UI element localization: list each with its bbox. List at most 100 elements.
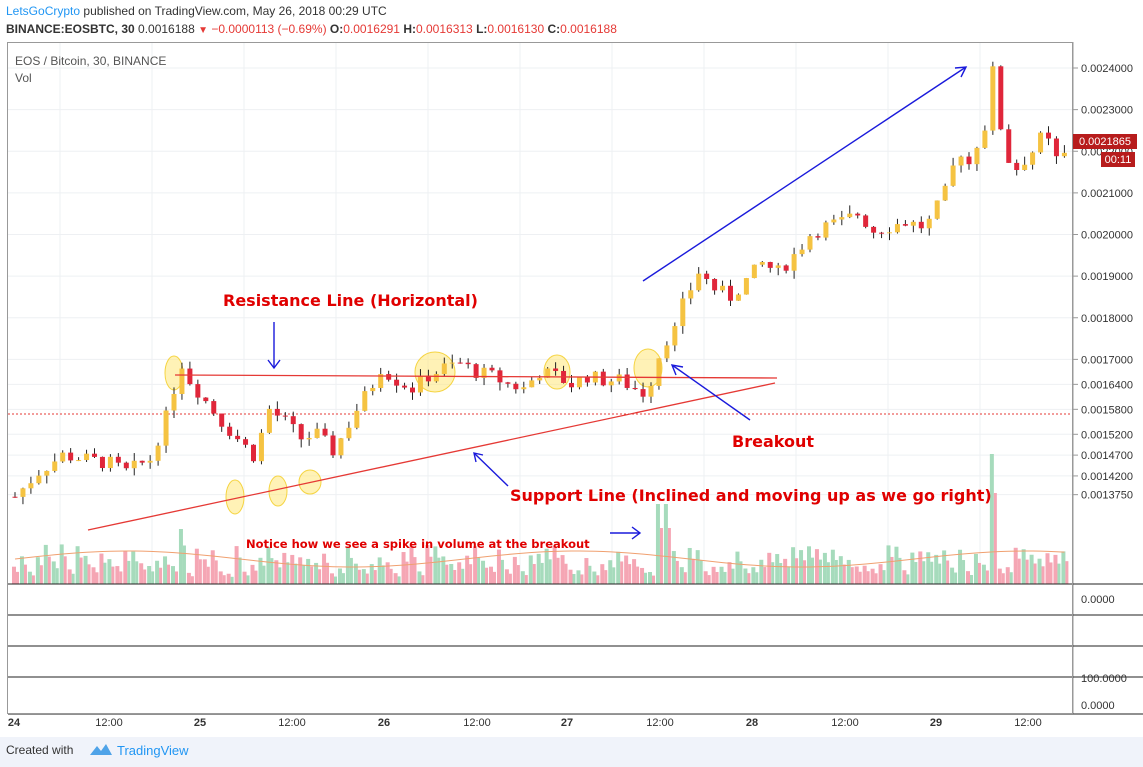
volume-bar [202, 559, 207, 584]
volume-bar [1029, 554, 1034, 584]
resistance-label: Resistance Line (Horizontal) [223, 291, 478, 310]
volume-bar [373, 570, 377, 584]
volume-bar [1017, 558, 1021, 584]
candle-body [417, 375, 423, 393]
volume-bar [874, 573, 878, 584]
created-with-text: Created with [6, 743, 74, 757]
resistance-line[interactable] [174, 374, 778, 379]
volume-bar [1037, 558, 1042, 584]
volume-bar [127, 560, 131, 584]
volume-bar [389, 568, 393, 584]
volume-bar [958, 549, 963, 584]
candle-body [640, 389, 646, 397]
candle-body [664, 345, 670, 359]
publish-info: LetsGoCrypto published on TradingView.co… [6, 4, 387, 18]
support-arrow [473, 452, 509, 487]
lower-panes: 0.0000 100.0000 0.0000 [8, 583, 1143, 715]
price-tick-label: 0.0016400 [1081, 379, 1133, 391]
open-label: O: [329, 22, 344, 36]
publish-text: published on TradingView.com, May 26, 20… [83, 4, 387, 18]
volume-bar [337, 568, 342, 584]
tradingview-brand-link[interactable]: TradingView [117, 743, 189, 758]
volume-bar [787, 566, 791, 584]
candle-body [155, 445, 161, 461]
volume-bar [632, 559, 637, 584]
price-tick-label: 0.0014200 [1081, 471, 1133, 483]
volume-bar [1053, 554, 1058, 584]
pane-title: EOS / Bitcoin, 30, BINANCE [15, 54, 167, 68]
volume-bar [703, 571, 708, 584]
header-bar: LetsGoCrypto published on TradingView.co… [0, 0, 1143, 40]
volume-bar [485, 567, 489, 584]
volume-bar [556, 557, 560, 584]
volume-bar [954, 572, 958, 584]
time-tick-label: 12:00 [646, 717, 674, 729]
volume-bar [469, 564, 473, 584]
volume-bar [242, 571, 247, 584]
volume-bar [63, 556, 67, 584]
volume-bar [1045, 553, 1050, 584]
chart-canvas[interactable]: 0.00240000.00230000.00220000.00210000.00… [0, 0, 1143, 737]
volume-bar [310, 566, 314, 584]
volume-bar [838, 556, 843, 584]
volume-bar [1057, 563, 1061, 584]
volume-bar [214, 560, 218, 584]
volume-bar [759, 559, 764, 584]
candle-body [251, 444, 256, 462]
volume-bar [266, 547, 271, 584]
time-tick-label: 25 [194, 717, 206, 729]
volume-bar [131, 551, 136, 584]
volume-bar [278, 567, 282, 584]
candle-body [680, 298, 686, 327]
candle-body [386, 374, 392, 380]
candle-body [942, 185, 948, 201]
volume-bar [667, 528, 671, 584]
candle-body [107, 456, 113, 469]
candle-body [879, 232, 885, 234]
volume-moving-average [14, 550, 1065, 568]
volume-bar [846, 559, 851, 584]
volume-bar [739, 561, 743, 584]
volume-bar [67, 569, 72, 584]
candle-body [1061, 152, 1067, 157]
candle-body [362, 391, 368, 411]
resistance-arrow-head [267, 359, 281, 370]
volume-bar [198, 559, 202, 584]
symbol-label: BINANCE:EOSBTC, 30 [6, 22, 135, 36]
uptrend-arrow-head [954, 66, 968, 78]
candle-body [887, 232, 892, 234]
candle-body [60, 452, 66, 462]
volume-bar [723, 571, 727, 584]
volume-bar [286, 562, 290, 584]
volume-bar [731, 568, 735, 584]
volume-bar [695, 550, 700, 584]
time-tick-label: 28 [746, 717, 758, 729]
price-tick-label: 0.0015800 [1081, 404, 1133, 416]
volume-bar [636, 566, 640, 584]
volume-bar [238, 557, 242, 584]
price-tick-label: 0.0015200 [1081, 429, 1133, 441]
volume-bar [715, 571, 719, 584]
grid [8, 42, 1072, 584]
candle-body [425, 375, 431, 382]
candle-body [282, 415, 288, 417]
volume-bar [369, 564, 374, 584]
volume-bar [151, 571, 155, 584]
volume-bar [1061, 551, 1066, 584]
volume-bar [830, 549, 835, 584]
volume-bar [568, 569, 573, 584]
volume-bar [687, 547, 692, 584]
down-triangle-icon: ▼ [198, 25, 209, 36]
price-tick-label: 0.0020000 [1081, 230, 1133, 242]
volume-bar [194, 548, 199, 584]
volume-bar [393, 573, 398, 584]
time-tick-label: 12:00 [278, 717, 306, 729]
volume-bar [31, 575, 35, 584]
volume-bar [826, 562, 830, 584]
volume-bar [564, 563, 568, 584]
volume-bar [23, 564, 27, 584]
author-link[interactable]: LetsGoCrypto [6, 4, 81, 18]
volume-arrow-head [631, 526, 642, 540]
volume-bar [711, 566, 716, 584]
support-line[interactable] [87, 382, 776, 531]
